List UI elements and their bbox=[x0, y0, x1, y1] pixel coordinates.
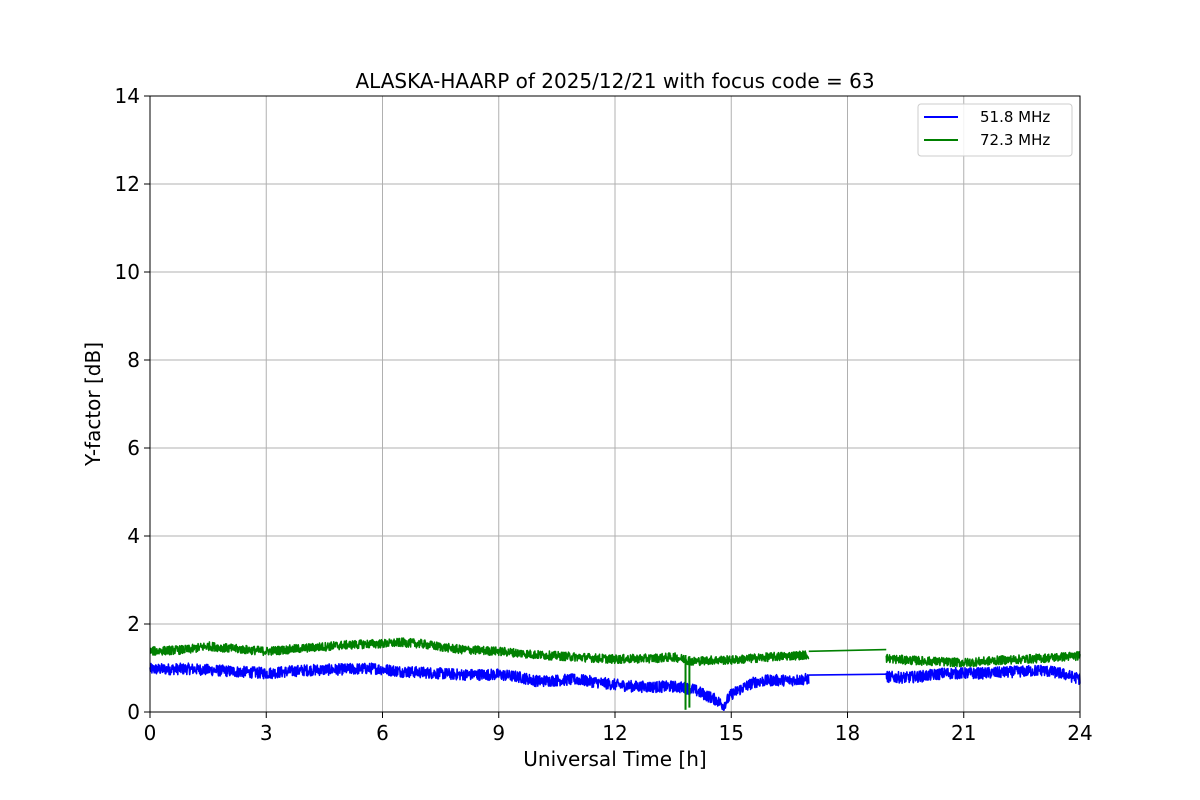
y-tick-label: 4 bbox=[127, 524, 140, 548]
series-line bbox=[885, 650, 1081, 668]
grid bbox=[149, 95, 1081, 713]
y-tick-label: 8 bbox=[127, 348, 140, 372]
x-tick-label: 18 bbox=[835, 721, 860, 745]
x-tick-label: 6 bbox=[376, 721, 389, 745]
y-tick-label: 10 bbox=[115, 260, 140, 284]
x-tick-label: 9 bbox=[492, 721, 505, 745]
legend-label: 72.3 MHz bbox=[980, 131, 1050, 149]
y-tick-label: 2 bbox=[127, 612, 140, 636]
series-2 bbox=[149, 637, 1081, 710]
x-tick-label: 24 bbox=[1067, 721, 1092, 745]
series-line bbox=[885, 664, 1081, 685]
legend: 51.8 MHz 72.3 MHz bbox=[917, 103, 1073, 157]
x-tick-label: 0 bbox=[144, 721, 157, 745]
x-tick-label: 12 bbox=[602, 721, 627, 745]
y-axis-label: Y-factor [dB] bbox=[81, 342, 105, 467]
legend-label: 51.8 MHz bbox=[980, 108, 1050, 126]
x-tick-label: 3 bbox=[260, 721, 273, 745]
series-gap-line bbox=[808, 648, 887, 653]
x-tick-label: 21 bbox=[951, 721, 976, 745]
series-line bbox=[149, 662, 810, 711]
series-1 bbox=[149, 662, 1081, 711]
series-line bbox=[149, 637, 810, 667]
y-tick-label: 0 bbox=[127, 700, 140, 724]
y-tick-label: 12 bbox=[115, 172, 140, 196]
y-tick-label: 14 bbox=[115, 84, 140, 108]
y-tick-label: 6 bbox=[127, 436, 140, 460]
series-gap-line bbox=[808, 673, 887, 676]
x-tick-label: 15 bbox=[719, 721, 744, 745]
x-axis-label: Universal Time [h] bbox=[523, 747, 706, 771]
chart-title: ALASKA-HAARP of 2025/12/21 with focus co… bbox=[355, 69, 874, 93]
series-layer bbox=[149, 637, 1081, 711]
